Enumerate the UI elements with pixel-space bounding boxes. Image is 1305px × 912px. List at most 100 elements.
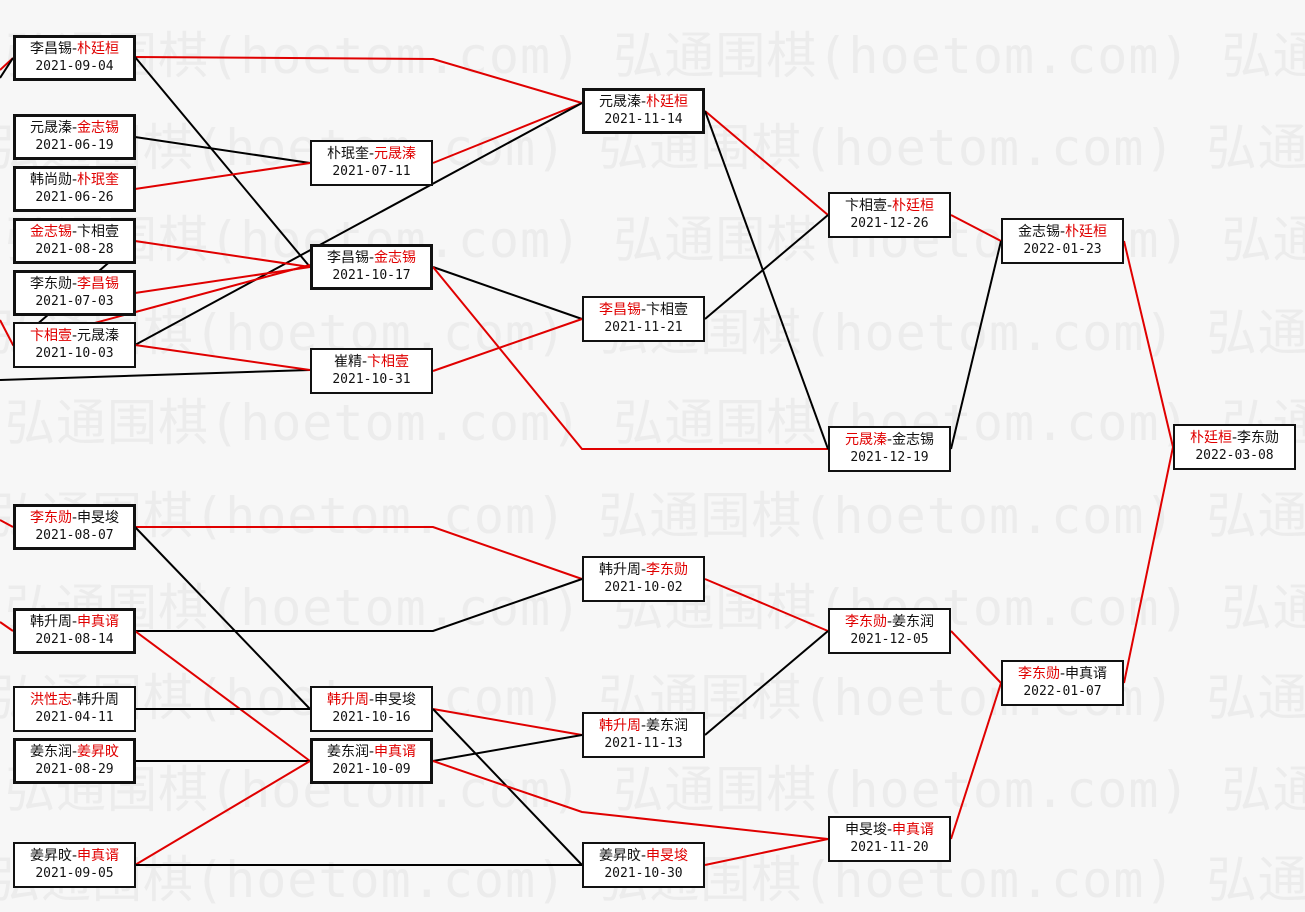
match-box: 李东勋-姜东润 2021-12-05 <box>828 608 951 654</box>
loser-name: 申旻埈 <box>844 822 887 838</box>
winner-connector <box>135 526 583 580</box>
match-date: 2022-01-23 <box>1023 242 1102 257</box>
match-date: 2021-08-14 <box>35 632 114 647</box>
loser-connector <box>134 56 311 268</box>
winner-name: 卞相壹 <box>29 328 72 344</box>
match-players: 朴珉奎-元晟溱 <box>312 145 431 163</box>
match-box: 姜昇旼-申真谞 2021-09-05 <box>13 842 136 888</box>
separator: - <box>1059 224 1066 240</box>
loser-name: 金志锡 <box>1017 224 1060 240</box>
match-date: 2021-10-31 <box>332 372 411 387</box>
loser-name: 韩升周 <box>29 614 72 630</box>
match-date: 2021-10-17 <box>332 268 411 283</box>
winner-connector <box>704 578 829 632</box>
separator: - <box>71 328 78 344</box>
loser-name: 李东勋 <box>29 276 72 292</box>
winner-name: 李东勋 <box>844 614 887 630</box>
separator: - <box>71 848 78 864</box>
match-players: 姜东润-申真谞 <box>313 743 430 761</box>
winner-connector <box>134 240 311 268</box>
match-box: 李东勋-申旻埈 2021-08-07 <box>13 504 136 550</box>
loser-name: 姜昇旼 <box>598 848 641 864</box>
loser-connector <box>704 630 829 736</box>
match-players: 韩升周-申真谞 <box>16 613 133 631</box>
loser-name: 申旻埈 <box>77 510 120 526</box>
loser-name: 韩升周 <box>598 562 641 578</box>
match-box: 金志锡-卞相壹 2021-08-28 <box>13 218 136 264</box>
match-players: 李东勋-李昌锡 <box>16 275 133 293</box>
loser-name: 元晟溱 <box>29 120 72 136</box>
match-date: 2021-10-16 <box>332 710 411 725</box>
winner-name: 朴廷桓 <box>892 198 935 214</box>
match-box: 元晟溱-金志锡 2021-12-19 <box>828 426 951 472</box>
separator: - <box>71 744 78 760</box>
separator: - <box>361 354 368 370</box>
match-box: 韩升周-申真谞 2021-08-14 <box>13 608 136 654</box>
match-date: 2021-12-26 <box>850 216 929 231</box>
winner-name: 李东勋 <box>646 562 689 578</box>
match-box: 韩升周-李东勋 2021-10-02 <box>582 556 705 602</box>
winner-connector <box>134 760 311 866</box>
match-date: 2021-08-28 <box>35 242 114 257</box>
winner-connector <box>1123 446 1174 684</box>
winner-connector <box>432 760 829 840</box>
winner-connector <box>432 102 583 164</box>
match-date: 2022-03-08 <box>1195 448 1274 463</box>
match-box: 韩尚勋-朴珉奎 2021-06-26 <box>13 166 136 212</box>
winner-name: 申真谞 <box>892 822 935 838</box>
winner-connector <box>704 110 829 216</box>
match-date: 2021-09-05 <box>35 866 114 881</box>
separator: - <box>886 614 893 630</box>
loser-name: 卞相壹 <box>844 198 887 214</box>
match-players: 李昌锡-卞相壹 <box>584 301 703 319</box>
match-box: 卞相壹-朴廷桓 2021-12-26 <box>828 192 951 238</box>
separator: - <box>71 276 78 292</box>
separator: - <box>71 224 78 240</box>
separator: - <box>886 198 893 214</box>
separator: - <box>886 432 893 448</box>
match-date: 2021-09-04 <box>35 59 114 74</box>
winner-connector <box>950 630 1002 684</box>
loser-name: 朴珉奎 <box>326 146 369 162</box>
match-players: 李昌锡-朴廷桓 <box>16 40 133 58</box>
winner-connector <box>432 708 583 736</box>
match-players: 卞相壹-朴廷桓 <box>830 197 949 215</box>
loser-name: 元晟溱 <box>77 328 120 344</box>
match-box: 元晟溱-朴廷桓 2021-11-14 <box>582 88 705 134</box>
match-players: 韩升周-李东勋 <box>584 561 703 579</box>
match-date: 2021-12-19 <box>850 450 929 465</box>
loser-name: 金志锡 <box>892 432 935 448</box>
match-players: 洪性志-韩升周 <box>15 691 134 709</box>
loser-name: 姜东润 <box>326 744 369 760</box>
match-date: 2021-10-09 <box>332 762 411 777</box>
match-box: 崔精-卞相壹 2021-10-31 <box>310 348 433 394</box>
match-box: 洪性志-韩升周 2021-04-11 <box>13 686 136 732</box>
separator: - <box>368 250 375 266</box>
winner-name: 朴珉奎 <box>77 172 120 188</box>
separator: - <box>886 822 893 838</box>
loser-connector <box>950 240 1002 450</box>
match-box: 姜昇旼-申旻埈 2021-10-30 <box>582 842 705 888</box>
loser-connector <box>704 110 829 450</box>
winner-name: 元晟溱 <box>374 146 417 162</box>
match-date: 2021-06-26 <box>35 190 114 205</box>
loser-name: 姜昇旼 <box>29 848 72 864</box>
match-date: 2021-08-29 <box>35 762 114 777</box>
separator: - <box>640 848 647 864</box>
winner-name: 李东勋 <box>1017 666 1060 682</box>
loser-name: 崔精 <box>333 354 362 370</box>
loser-name: 韩升周 <box>77 692 120 708</box>
winner-connector <box>0 621 14 632</box>
match-date: 2021-06-19 <box>35 138 114 153</box>
winner-connector <box>134 344 311 371</box>
winner-name: 申真谞 <box>77 614 120 630</box>
separator: - <box>71 41 78 57</box>
match-date: 2021-08-07 <box>35 528 114 543</box>
match-box: 卞相壹-元晟溱 2021-10-03 <box>13 322 136 368</box>
winner-name: 金志锡 <box>29 224 72 240</box>
match-box: 李昌锡-卞相壹 2021-11-21 <box>582 296 705 342</box>
winner-connector <box>134 630 311 762</box>
separator: - <box>640 302 647 318</box>
match-box: 姜东润-申真谞 2021-10-09 <box>310 738 433 784</box>
match-players: 申旻埈-申真谞 <box>830 821 949 839</box>
